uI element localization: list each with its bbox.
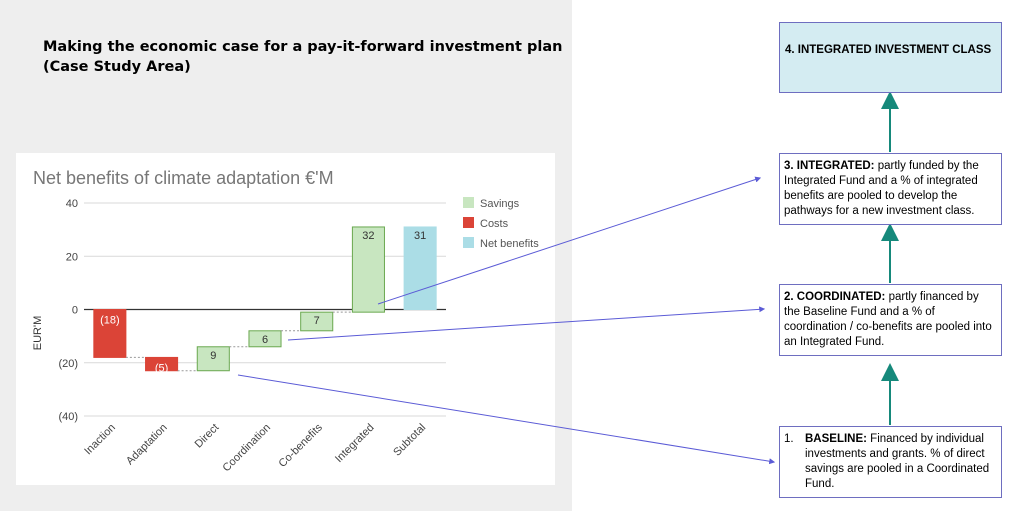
waterfall-chart: Net benefits of climate adaptation €'M (…	[32, 168, 539, 475]
box-integrated-investment-class: 4. INTEGRATED INVESTMENT CLASS	[779, 22, 1002, 93]
data-label: 31	[414, 230, 426, 242]
label-layer: (18) (5) 9 6 7 32 31	[100, 230, 426, 374]
data-label: 6	[262, 334, 268, 346]
x-tick-label: Co-benefits	[277, 421, 326, 470]
bar-coordination	[248, 330, 282, 348]
x-tick-label: Integrated	[333, 422, 377, 466]
page-title-line1: Making the economic case for a pay-it-fo…	[43, 39, 563, 55]
chart-card: Net benefits of climate adaptation €'M (…	[16, 153, 555, 485]
y-tick-label: 0	[72, 305, 78, 317]
page-title-line2: (Case Study Area)	[43, 59, 191, 75]
bar-layer	[93, 226, 437, 372]
box-coordinated: 2. COORDINATED: partly financed by the B…	[779, 284, 1002, 356]
chart-title: Net benefits of climate adaptation €'M	[33, 168, 334, 188]
y-tick-label: 40	[66, 198, 78, 210]
legend-label: Savings	[480, 198, 520, 210]
legend-label: Costs	[480, 218, 509, 230]
box-integrated-text: partly funded by the Integrated Fund and…	[784, 160, 979, 217]
data-label: (5)	[155, 362, 168, 374]
box-baseline-heading: BASELINE:	[805, 433, 867, 445]
data-label: (18)	[100, 315, 120, 327]
legend-swatch-costs	[463, 217, 474, 228]
legend-label: Net benefits	[480, 238, 539, 250]
bar-direct	[196, 346, 230, 372]
grid-layer	[84, 202, 446, 417]
y-tick-label: (20)	[58, 358, 78, 370]
box-coordinated-heading: 2. COORDINATED:	[784, 291, 886, 303]
x-tick-label: Adaptation	[124, 422, 170, 468]
data-label: 9	[210, 350, 216, 362]
data-label: 7	[314, 315, 320, 327]
box-integrated-investment-class-text: 4. INTEGRATED INVESTMENT CLASS	[785, 44, 992, 56]
page-title: Making the economic case for a pay-it-fo…	[43, 37, 563, 77]
box-baseline-text: Financed by individual investments and g…	[805, 433, 990, 490]
box-integrated: 3. INTEGRATED: partly funded by the Inte…	[779, 153, 1002, 225]
legend-swatch-net-benefits	[463, 237, 474, 248]
bar-inaction	[93, 309, 127, 358]
y-tick-label: (40)	[58, 411, 78, 423]
box-baseline-number: 1.	[784, 433, 794, 445]
x-tick-label: Coordination	[221, 422, 274, 475]
y-axis-label: EUR'M	[32, 316, 44, 351]
legend-swatch-savings	[463, 197, 474, 208]
x-tick-label: Subtotal	[391, 422, 428, 459]
x-tick-label: Inaction	[82, 422, 118, 458]
box-coordinated-text: partly financed by the Baseline Fund and…	[784, 291, 992, 348]
box-integrated-heading: 3. INTEGRATED:	[784, 160, 875, 172]
box-baseline: 1. BASELINE: Financed by individual inve…	[779, 426, 1002, 498]
y-tick-label: 20	[66, 251, 78, 263]
legend-layer: Savings Costs Net benefits	[463, 197, 539, 250]
x-tick-label: Direct	[193, 422, 222, 451]
bar-adaptation	[145, 356, 179, 372]
data-label: 32	[362, 230, 374, 242]
